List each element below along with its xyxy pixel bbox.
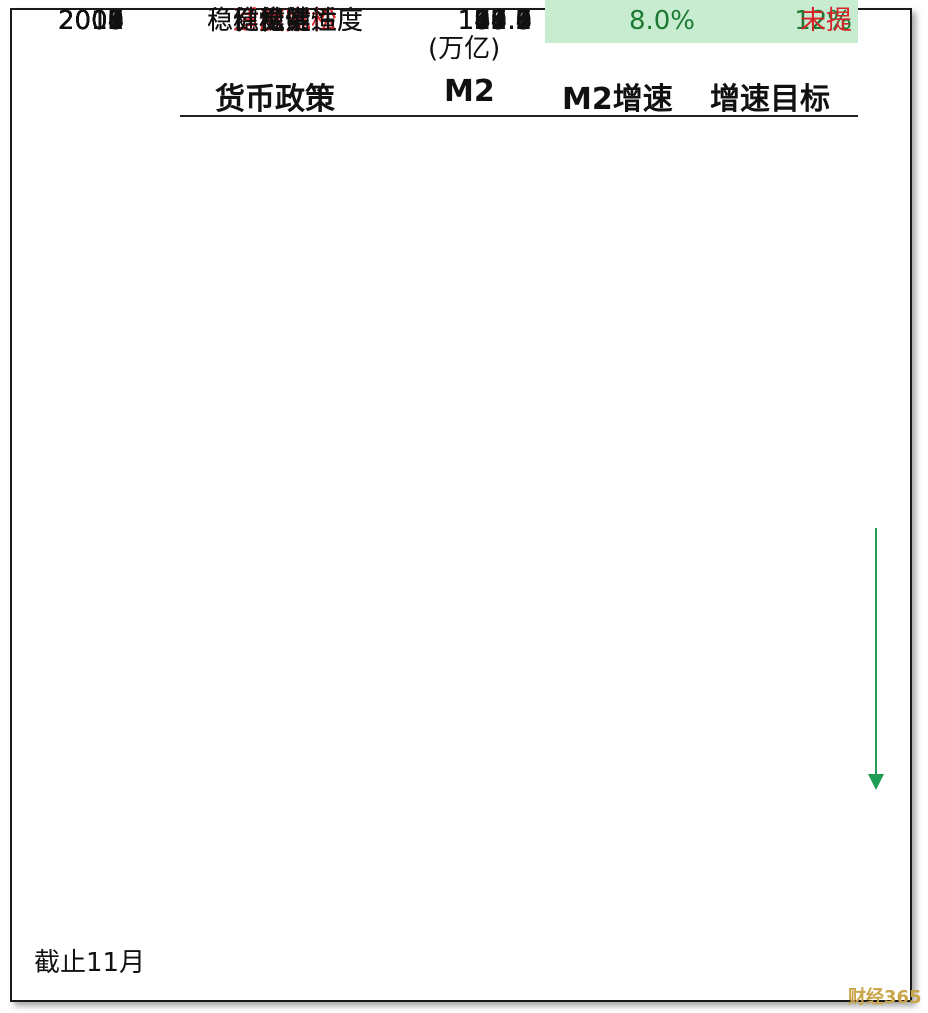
target-cell: 未提 (799, 6, 852, 36)
year-cell: 2001 (58, 6, 125, 36)
policy-cell: 稳健松紧适度 (206, 6, 363, 36)
policy-cell: 稳健 (258, 6, 311, 36)
year-cell: 2011 (58, 6, 125, 36)
m2-cell: 34.6 (474, 6, 532, 36)
year-cell: 2006 (58, 6, 125, 36)
m2-cell: 21.9 (474, 6, 532, 36)
year-cell: 2000 (58, 6, 125, 36)
down-arrow-icon (868, 528, 884, 790)
policy-cell: 稳健 (258, 6, 311, 36)
policy-cell: 稳健 (258, 6, 311, 36)
year-cell: 2015 (58, 6, 125, 36)
year-cell: 2018 (58, 6, 125, 36)
table-frame (10, 8, 912, 1002)
m2-cell: 155.0 (457, 6, 532, 36)
m2-cell: 61.0 (474, 6, 532, 36)
year-cell: 2016 (58, 6, 125, 36)
m2-cell: 29.6 (474, 6, 532, 36)
policy-cell: 稳健中性 (232, 6, 337, 36)
m2-cell: 15.3 (474, 6, 532, 36)
m2-cell: 25.1 (474, 6, 532, 36)
year-cell: 2013 (58, 6, 125, 36)
year-cell: 2017 (58, 6, 125, 36)
year-cell: 2007 (58, 6, 125, 36)
year-cell: 2012 (58, 6, 125, 36)
m2-cell: 13.2 (474, 6, 532, 36)
policy-cell: 稳健 (258, 6, 311, 36)
policy-cell: 稳健松紧适度 (206, 6, 363, 36)
header-m2: M2 (444, 74, 495, 109)
policy-cell: 稳健中性 (232, 6, 337, 36)
header-m2-growth: M2增速 (562, 82, 673, 117)
policy-cell: 稳健 (258, 6, 311, 36)
header-rule (180, 115, 858, 117)
year-cell: 2008 (58, 6, 125, 36)
m2-cell: 72.6 (474, 6, 532, 36)
watermark-logo: 财经365 (848, 987, 922, 1008)
year-cell: 2010 (58, 6, 125, 36)
policy-cell: 稳健 (258, 6, 311, 36)
policy-cell: 适度宽松 (232, 6, 337, 36)
m2-cell: 167.7 (457, 6, 532, 36)
year-cell: 2009 (58, 6, 125, 36)
header-growth-target: 增速目标 (710, 82, 830, 117)
policy-cell: 稳健 (258, 6, 311, 36)
policy-cell: 稳健 (258, 6, 311, 36)
policy-cell: 稳健 (258, 6, 311, 36)
policy-cell: 从紧 (258, 6, 311, 36)
target-cell: 12% (701, 0, 858, 43)
year-cell: 2003 (58, 6, 125, 36)
year-cell: 2005 (58, 6, 125, 36)
year-cell: 2002 (58, 6, 125, 36)
m2-cell: 18.3 (474, 6, 532, 36)
m2-cell: 47.5 (474, 6, 532, 36)
year-cell: 2004 (58, 6, 125, 36)
m2-cell: 85.2 (474, 6, 532, 36)
policy-cell: 适度宽松 (232, 6, 337, 36)
policy-cell: 稳健 (258, 6, 311, 36)
year-cell: 2014 (58, 6, 125, 36)
header-policy: 货币政策 (215, 82, 335, 117)
footnote: 截止11月 (34, 948, 146, 978)
m2-cell: 181.3 (457, 6, 532, 36)
m2-cell: 139.2 (457, 6, 532, 36)
unit-label: (万亿) (428, 34, 501, 64)
policy-cell: 稳健 (258, 6, 311, 36)
policy-cell: 稳健灵活适度 (206, 6, 363, 36)
m2-cell: 110.7 (457, 6, 532, 36)
m2-cell: 122.8 (457, 6, 532, 36)
growth-cell: 8.0% (545, 0, 701, 43)
m2-cell: 97.4 (474, 6, 532, 36)
m2-cell: 40.3 (474, 6, 532, 36)
